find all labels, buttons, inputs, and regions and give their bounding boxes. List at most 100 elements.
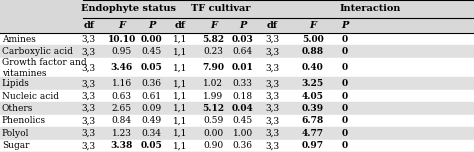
Text: 1.99: 1.99 xyxy=(203,92,223,101)
Text: 0.39: 0.39 xyxy=(302,104,324,113)
Text: 3,3: 3,3 xyxy=(82,116,96,125)
Text: F: F xyxy=(118,21,125,30)
Text: 3,3: 3,3 xyxy=(82,63,96,72)
Text: Amines: Amines xyxy=(2,35,36,44)
Text: 1,1: 1,1 xyxy=(173,129,187,138)
Text: 0.63: 0.63 xyxy=(112,92,132,101)
Text: 0.84: 0.84 xyxy=(112,116,132,125)
Text: 3,3: 3,3 xyxy=(265,63,279,72)
Text: 3,3: 3,3 xyxy=(82,141,96,150)
Text: 0.33: 0.33 xyxy=(233,79,253,88)
Text: df: df xyxy=(174,21,186,30)
Text: 1,1: 1,1 xyxy=(173,92,187,101)
Text: 0: 0 xyxy=(342,79,347,88)
Text: 1,1: 1,1 xyxy=(173,47,187,56)
Text: 3.38: 3.38 xyxy=(110,141,133,150)
Text: 3,3: 3,3 xyxy=(82,35,96,44)
Text: Endophyte status: Endophyte status xyxy=(81,4,176,13)
Text: Interaction: Interaction xyxy=(339,4,401,13)
Text: 2.65: 2.65 xyxy=(112,104,132,113)
Text: 0.09: 0.09 xyxy=(142,104,162,113)
Text: 3,3: 3,3 xyxy=(82,47,96,56)
Text: 3,3: 3,3 xyxy=(265,116,279,125)
Text: 0: 0 xyxy=(342,129,347,138)
Text: 5.12: 5.12 xyxy=(202,104,224,113)
Bar xyxy=(0,115,474,127)
Text: 0.00: 0.00 xyxy=(141,35,163,44)
Text: 0.88: 0.88 xyxy=(302,47,324,56)
Text: Nucleic acid: Nucleic acid xyxy=(2,92,59,101)
Text: 0.01: 0.01 xyxy=(232,63,254,72)
Text: 3,3: 3,3 xyxy=(265,92,279,101)
Text: 0.95: 0.95 xyxy=(112,47,132,56)
Text: 0.59: 0.59 xyxy=(203,116,223,125)
Text: 10.10: 10.10 xyxy=(108,35,136,44)
Text: 0: 0 xyxy=(342,104,347,113)
Text: vitamines: vitamines xyxy=(2,69,46,78)
Text: 3,3: 3,3 xyxy=(82,104,96,113)
Text: 0.23: 0.23 xyxy=(203,47,223,56)
Text: 1,1: 1,1 xyxy=(173,141,187,150)
Text: 3,3: 3,3 xyxy=(82,92,96,101)
Bar xyxy=(0,127,474,140)
Text: 0.05: 0.05 xyxy=(141,63,163,72)
Text: 0.36: 0.36 xyxy=(142,79,162,88)
Text: Growth factor and: Growth factor and xyxy=(2,58,87,67)
Bar xyxy=(0,78,474,90)
Text: 1.23: 1.23 xyxy=(112,129,132,138)
Text: 0.34: 0.34 xyxy=(142,129,162,138)
Text: P: P xyxy=(148,21,155,30)
Text: Phenolics: Phenolics xyxy=(2,116,46,125)
Text: F: F xyxy=(210,21,217,30)
Text: 4.05: 4.05 xyxy=(302,92,324,101)
Text: 1.02: 1.02 xyxy=(203,79,223,88)
Text: 0.40: 0.40 xyxy=(302,63,324,72)
Text: P: P xyxy=(341,21,348,30)
Text: TF cultivar: TF cultivar xyxy=(191,4,250,13)
Text: Lipids: Lipids xyxy=(2,79,30,88)
Text: 1,1: 1,1 xyxy=(173,35,187,44)
Text: 0.97: 0.97 xyxy=(302,141,324,150)
Text: 0.00: 0.00 xyxy=(203,129,223,138)
Text: 0.45: 0.45 xyxy=(142,47,162,56)
Text: 1.00: 1.00 xyxy=(233,129,253,138)
Text: 0.61: 0.61 xyxy=(142,92,162,101)
Text: 4.77: 4.77 xyxy=(302,129,324,138)
Bar xyxy=(0,45,474,58)
Text: 0.04: 0.04 xyxy=(232,104,254,113)
Text: 1,1: 1,1 xyxy=(173,79,187,88)
Text: 0: 0 xyxy=(342,92,347,101)
Text: 0: 0 xyxy=(342,35,347,44)
Text: 3,3: 3,3 xyxy=(265,104,279,113)
Text: 3,3: 3,3 xyxy=(265,141,279,150)
Text: 0: 0 xyxy=(342,63,347,72)
Text: 3,3: 3,3 xyxy=(82,79,96,88)
Text: 0.64: 0.64 xyxy=(233,47,253,56)
Text: 1,1: 1,1 xyxy=(173,104,187,113)
Text: 3,3: 3,3 xyxy=(82,129,96,138)
Text: 3.46: 3.46 xyxy=(111,63,133,72)
Text: 6.78: 6.78 xyxy=(302,116,324,125)
Text: df: df xyxy=(83,21,94,30)
Text: 0: 0 xyxy=(342,47,347,56)
Text: 1,1: 1,1 xyxy=(173,63,187,72)
Text: 0: 0 xyxy=(342,141,347,150)
Text: df: df xyxy=(266,21,278,30)
Text: 0.45: 0.45 xyxy=(233,116,253,125)
Text: Sugar: Sugar xyxy=(2,141,29,150)
Text: 1,1: 1,1 xyxy=(173,116,187,125)
Text: 3,3: 3,3 xyxy=(265,47,279,56)
Text: 0.36: 0.36 xyxy=(233,141,253,150)
Text: 5.00: 5.00 xyxy=(302,35,324,44)
Text: 3,3: 3,3 xyxy=(265,35,279,44)
Text: 0.05: 0.05 xyxy=(141,141,163,150)
Text: Polyol: Polyol xyxy=(2,129,29,138)
Bar xyxy=(0,140,474,152)
Text: 1.16: 1.16 xyxy=(112,79,132,88)
Text: Others: Others xyxy=(2,104,33,113)
Text: 7.90: 7.90 xyxy=(202,63,224,72)
Text: 5.82: 5.82 xyxy=(202,35,224,44)
Bar xyxy=(0,102,474,115)
Text: P: P xyxy=(239,21,246,30)
Text: 3,3: 3,3 xyxy=(265,129,279,138)
